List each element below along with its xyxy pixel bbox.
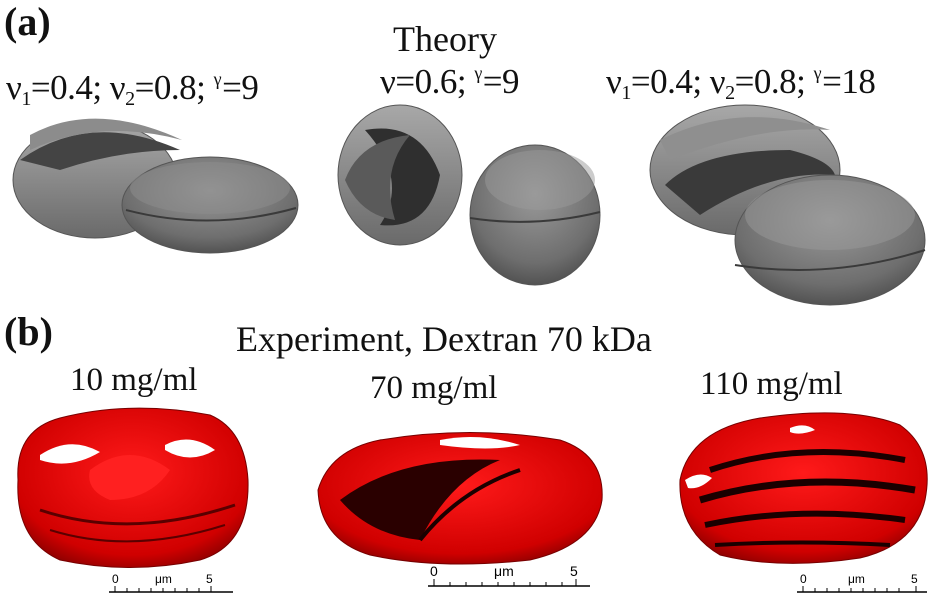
theory-title: Theory [393, 19, 497, 59]
scale-3-end: 5 [911, 572, 918, 586]
experiment-shape-3 [679, 412, 928, 564]
scale-bar-2: 0 μm 5 [428, 563, 590, 587]
scale-3-start: 0 [800, 572, 807, 586]
scale-bar-1: 0 μm 5 [109, 572, 233, 593]
experiment-shape-2 [317, 432, 603, 565]
scale-bar-3: 0 μm 5 [797, 572, 927, 593]
scale-1-end: 5 [206, 572, 213, 586]
scale-2-unit: μm [494, 563, 514, 579]
theory-param-3: ν1=0.4; ν2=0.8; γ=18 [606, 62, 876, 104]
experiment-shape-1 [17, 407, 249, 568]
theory-shape-2 [337, 104, 601, 286]
scale-3-unit: μm [848, 572, 865, 586]
scale-2-start: 0 [430, 563, 438, 579]
theory-shape-3 [649, 104, 926, 306]
concentration-label-3: 110 mg/ml [700, 366, 843, 402]
concentration-label-1: 10 mg/ml [70, 362, 198, 398]
experiment-title: Experiment, Dextran 70 kDa [236, 319, 652, 359]
panel-a-label: (a) [4, 0, 51, 44]
scale-1-start: 0 [112, 572, 119, 586]
concentration-label-2: 70 mg/ml [370, 370, 498, 406]
panel-b-label: (b) [4, 309, 53, 354]
theory-param-1: ν1=0.4; ν2=0.8; γ=9 [6, 68, 259, 110]
scale-2-end: 5 [570, 563, 578, 579]
theory-param-2: ν=0.6; γ=9 [380, 62, 520, 101]
scale-1-unit: μm [155, 572, 172, 586]
theory-shape-1 [12, 118, 299, 254]
